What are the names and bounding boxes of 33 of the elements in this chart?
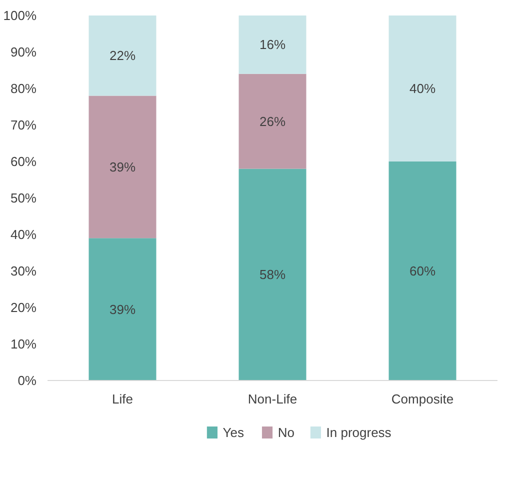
y-tick-label: 30%: [10, 264, 37, 278]
bar: [238, 16, 306, 74]
y-tick-label: 50%: [10, 190, 37, 206]
y-tick-label: 90%: [10, 44, 37, 60]
x-tick-label: Life: [112, 392, 133, 406]
y-tick-label: 80%: [10, 81, 37, 96]
data-label: 60%: [409, 264, 436, 278]
y-tick-label: 60%: [10, 154, 37, 169]
data-label: 58%: [259, 267, 286, 282]
bar: [388, 16, 456, 162]
legend-label: In progress: [326, 425, 392, 440]
x-tick-label: Non-Life: [248, 392, 298, 406]
data-label: 16%: [259, 37, 286, 52]
y-tick-label: 40%: [10, 227, 37, 242]
bar: [88, 96, 156, 238]
bar: [388, 162, 456, 380]
y-tick-label: 0%: [18, 373, 37, 388]
y-tick-label: 10%: [10, 336, 37, 352]
data-label: 39%: [109, 159, 136, 174]
x-tick-label: Composite: [391, 392, 454, 406]
data-label: 26%: [259, 114, 286, 129]
data-label: 22%: [109, 48, 136, 64]
y-tick-label: 20%: [10, 300, 37, 315]
y-tick-label: 70%: [10, 118, 37, 132]
bar: [88, 16, 156, 96]
data-label: 40%: [409, 81, 436, 96]
legend-label: Yes: [222, 425, 244, 440]
data-label: 39%: [109, 302, 136, 317]
bar: [88, 238, 156, 380]
bar: [238, 74, 306, 169]
legend-label: No: [278, 425, 294, 440]
bar: [238, 168, 306, 380]
y-tick-label: 100%: [3, 8, 37, 23]
